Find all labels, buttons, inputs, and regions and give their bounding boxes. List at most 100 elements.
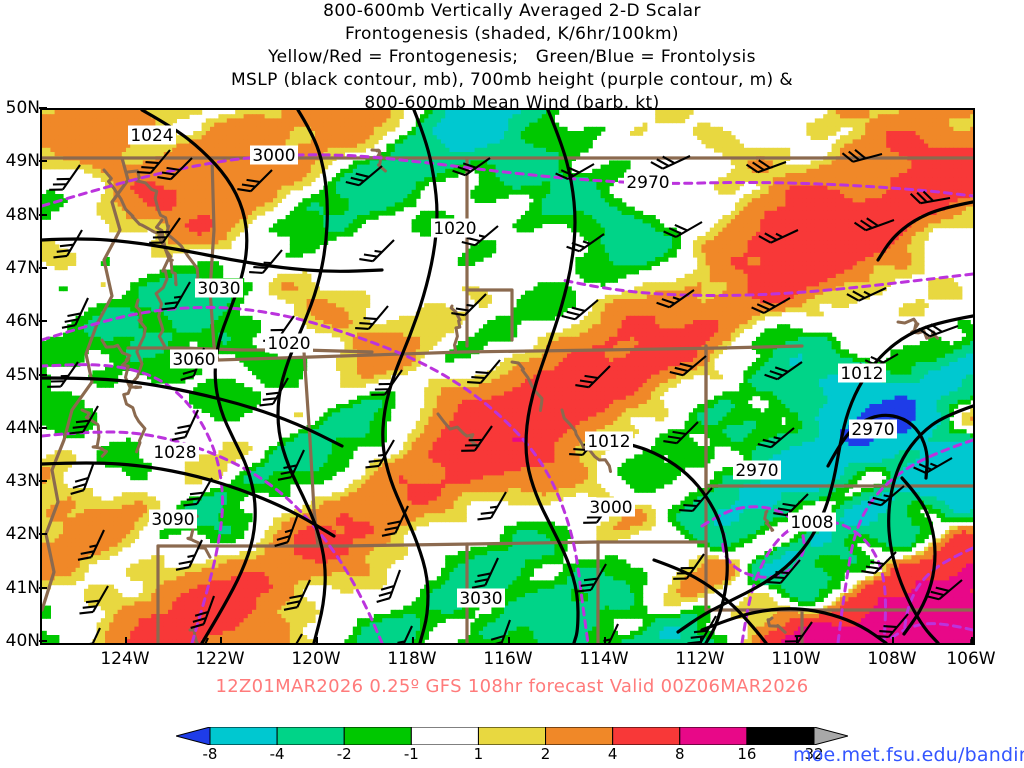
wind-barb (259, 377, 289, 407)
chart-title-block: 800-600mb Vertically Averaged 2-D Scalar… (0, 0, 1024, 115)
colorbar-label-8: 8 (660, 745, 700, 763)
title-line-1: 800-600mb Vertically Averaged 2-D Scalar (0, 0, 1024, 23)
colorbar (176, 727, 848, 745)
wind-barb (461, 425, 493, 452)
lon-label-120W: 120W (286, 649, 346, 669)
forecast-caption: 12Z01MAR2026 0.25º GFS 108hr forecast Va… (0, 676, 1024, 697)
wind-barb (190, 595, 215, 629)
lat-label-42N: 42N (0, 524, 40, 544)
wind-barb (381, 505, 409, 537)
lat-tick-40N (39, 640, 47, 642)
lon-label-108W: 108W (862, 649, 922, 669)
wind-barb (371, 369, 403, 396)
wind-barb (577, 563, 607, 593)
wind-barb (70, 461, 95, 495)
wind-barbs (47, 149, 963, 643)
wind-barb (194, 637, 209, 643)
contour-label-height-2970-2: 2970 (624, 172, 672, 193)
contour-label-height-3030-15: 3030 (457, 588, 505, 609)
colorbar-label-1: 1 (458, 745, 498, 763)
wind-barb (555, 163, 595, 180)
lon-label-106W: 106W (941, 649, 1001, 669)
colorbar-label-2: 2 (526, 745, 566, 763)
wind-barb (49, 164, 81, 191)
title-line-3: Yellow/Red = Frontogenesis; Green/Blue =… (0, 46, 1024, 69)
contour-label-height-3000-1: 3000 (250, 145, 298, 166)
contour-label-height-3000-12: 3000 (587, 497, 635, 518)
wind-barb (79, 627, 101, 643)
wind-barb (853, 217, 895, 232)
wind-barb (751, 297, 791, 314)
contour-label-height-2970-11: 2970 (733, 460, 781, 481)
map-canvas: 1024 3000 2970 1020 3030 1020 3060 1012 2970 1012… (42, 110, 973, 643)
lat-tick-50N (39, 107, 47, 109)
wind-barb (274, 513, 299, 547)
wind-barb (471, 557, 499, 589)
wind-barb (875, 613, 909, 639)
lon-label-114W: 114W (574, 649, 634, 669)
lon-tick-114W (604, 637, 606, 645)
wind-barb (137, 149, 171, 175)
wind-barb (687, 615, 717, 643)
wind-barb (376, 569, 401, 603)
wind-barb (757, 427, 795, 449)
lat-tick-44N (39, 426, 47, 429)
wind-barb (451, 293, 487, 317)
wind-barb (861, 551, 897, 575)
site-watermark: moe.met.fsu.edu/banding (793, 744, 1024, 766)
wind-barb (575, 365, 611, 389)
wind-barb (183, 477, 213, 507)
wind-barb (477, 491, 507, 521)
map-plot-area[interactable]: 1024 3000 2970 1020 3030 1020 3060 1012 2970 1012… (40, 108, 975, 645)
wind-barb (149, 217, 181, 244)
colorbar-segment-1 (276, 727, 345, 745)
contour-label-height-3060-6: 3060 (170, 349, 218, 370)
wind-barb (867, 485, 905, 507)
wind-barb (650, 155, 691, 170)
wind-barb (47, 361, 79, 388)
contour-label-mslp-1012-7: 1012 (838, 363, 886, 384)
wind-barb (566, 233, 605, 253)
lat-tick-45N (39, 373, 47, 376)
colorbar-segment-7 (679, 727, 748, 745)
lon-tick-108W (892, 637, 894, 645)
lon-tick-118W (412, 637, 414, 645)
colorbar-under-arrow (176, 727, 211, 745)
wind-barb (175, 539, 203, 571)
colorbar-segment-6 (612, 727, 681, 745)
lon-tick-116W (508, 637, 510, 645)
colorbar-label-16: 16 (727, 745, 767, 763)
lat-label-41N: 41N (0, 578, 40, 598)
wind-barb (767, 559, 801, 585)
frontogenesis-shading (42, 110, 973, 643)
contour-label-mslp-1020-3: 1020 (431, 218, 479, 239)
lat-tick-41N (39, 586, 47, 589)
lon-tick-112W (700, 637, 702, 645)
lon-label-122W: 122W (190, 649, 250, 669)
contour-label-mslp-1028-10: 1028 (151, 442, 199, 463)
contour-label-mslp-1020-5: 1020 (265, 333, 313, 354)
wind-barb (286, 633, 303, 643)
colorbar-segment-5 (545, 727, 614, 745)
wind-barb (488, 619, 511, 643)
wind-barb (846, 287, 887, 302)
wind-barb (53, 229, 83, 259)
contour-label-height-3090-13: 3090 (149, 509, 197, 530)
wind-barb (758, 229, 799, 244)
wind-barb (909, 190, 951, 205)
lon-tick-110W (796, 637, 798, 645)
wind-barb (925, 579, 963, 601)
lat-tick-49N (39, 160, 47, 163)
wind-barb (161, 281, 191, 311)
wind-barb (917, 323, 959, 338)
colorbar-label--2: -2 (324, 745, 364, 763)
colorbar-tick-labels: -8 -4 -2 -1 1 2 4 8 16 32 (120, 745, 920, 767)
title-line-4: MSLP (black contour, mb), 700mb height (… (0, 69, 1024, 92)
wind-barb (773, 493, 809, 517)
wind-barb (561, 299, 599, 321)
lon-label-116W: 116W (478, 649, 538, 669)
wind-barb (679, 487, 713, 513)
wind-barb (397, 625, 413, 643)
wind-barb (365, 439, 395, 469)
wind-barb (61, 297, 89, 329)
